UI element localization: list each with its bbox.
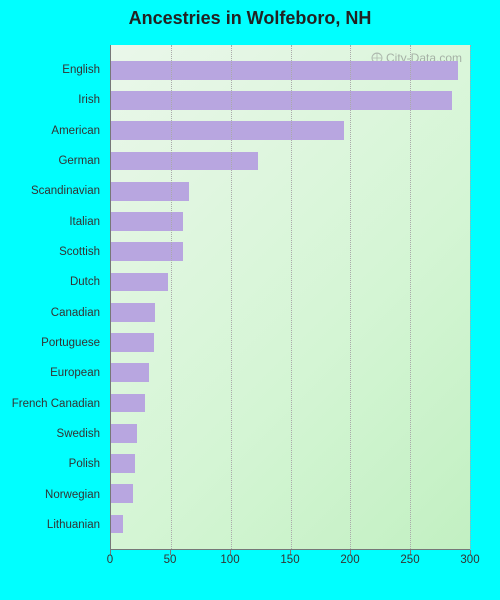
- y-tick-label: Canadian: [15, 298, 105, 328]
- grid-line: [410, 45, 411, 549]
- y-tick-label: Swedish: [15, 419, 105, 449]
- bar: [111, 242, 183, 261]
- x-tick-label: 200: [340, 554, 359, 566]
- bar: [111, 515, 123, 534]
- bar: [111, 152, 258, 171]
- y-tick-label: Scandinavian: [15, 176, 105, 206]
- chart-container: EnglishIrishAmericanGermanScandinavianIt…: [15, 35, 485, 590]
- bar: [111, 394, 145, 413]
- x-axis-labels: 050100150200250300: [110, 552, 470, 572]
- x-tick-label: 250: [400, 554, 419, 566]
- chart-title: Ancestries in Wolfeboro, NH: [129, 8, 372, 29]
- bar: [111, 363, 149, 382]
- bar: [111, 182, 189, 201]
- bar: [111, 454, 135, 473]
- x-tick-label: 50: [164, 554, 177, 566]
- grid-line: [291, 45, 292, 549]
- y-tick-label: Polish: [15, 449, 105, 479]
- y-tick-label: American: [15, 116, 105, 146]
- bar: [111, 484, 133, 503]
- bar: [111, 273, 168, 292]
- x-tick-label: 100: [220, 554, 239, 566]
- y-tick-label: Portuguese: [15, 328, 105, 358]
- y-tick-label: Scottish: [15, 237, 105, 267]
- grid-line: [231, 45, 232, 549]
- bar: [111, 303, 155, 322]
- y-tick-label: French Canadian: [15, 388, 105, 418]
- bar: [111, 424, 137, 443]
- plot-area: City-Data.com: [110, 45, 470, 550]
- y-tick-label: Dutch: [15, 267, 105, 297]
- y-tick-label: European: [15, 358, 105, 388]
- y-axis-labels: EnglishIrishAmericanGermanScandinavianIt…: [15, 45, 105, 550]
- x-tick-label: 150: [280, 554, 299, 566]
- grid-line: [470, 45, 471, 549]
- grid-line: [171, 45, 172, 549]
- bar: [111, 121, 344, 140]
- y-tick-label: English: [15, 55, 105, 85]
- y-tick-label: Italian: [15, 207, 105, 237]
- x-tick-label: 0: [107, 554, 113, 566]
- y-tick-label: German: [15, 146, 105, 176]
- bar: [111, 91, 452, 110]
- y-tick-label: Lithuanian: [15, 510, 105, 540]
- y-tick-label: Irish: [15, 85, 105, 115]
- y-tick-label: Norwegian: [15, 479, 105, 509]
- grid-line: [350, 45, 351, 549]
- bar: [111, 333, 154, 352]
- bar: [111, 61, 458, 80]
- bar: [111, 212, 183, 231]
- x-tick-label: 300: [460, 554, 479, 566]
